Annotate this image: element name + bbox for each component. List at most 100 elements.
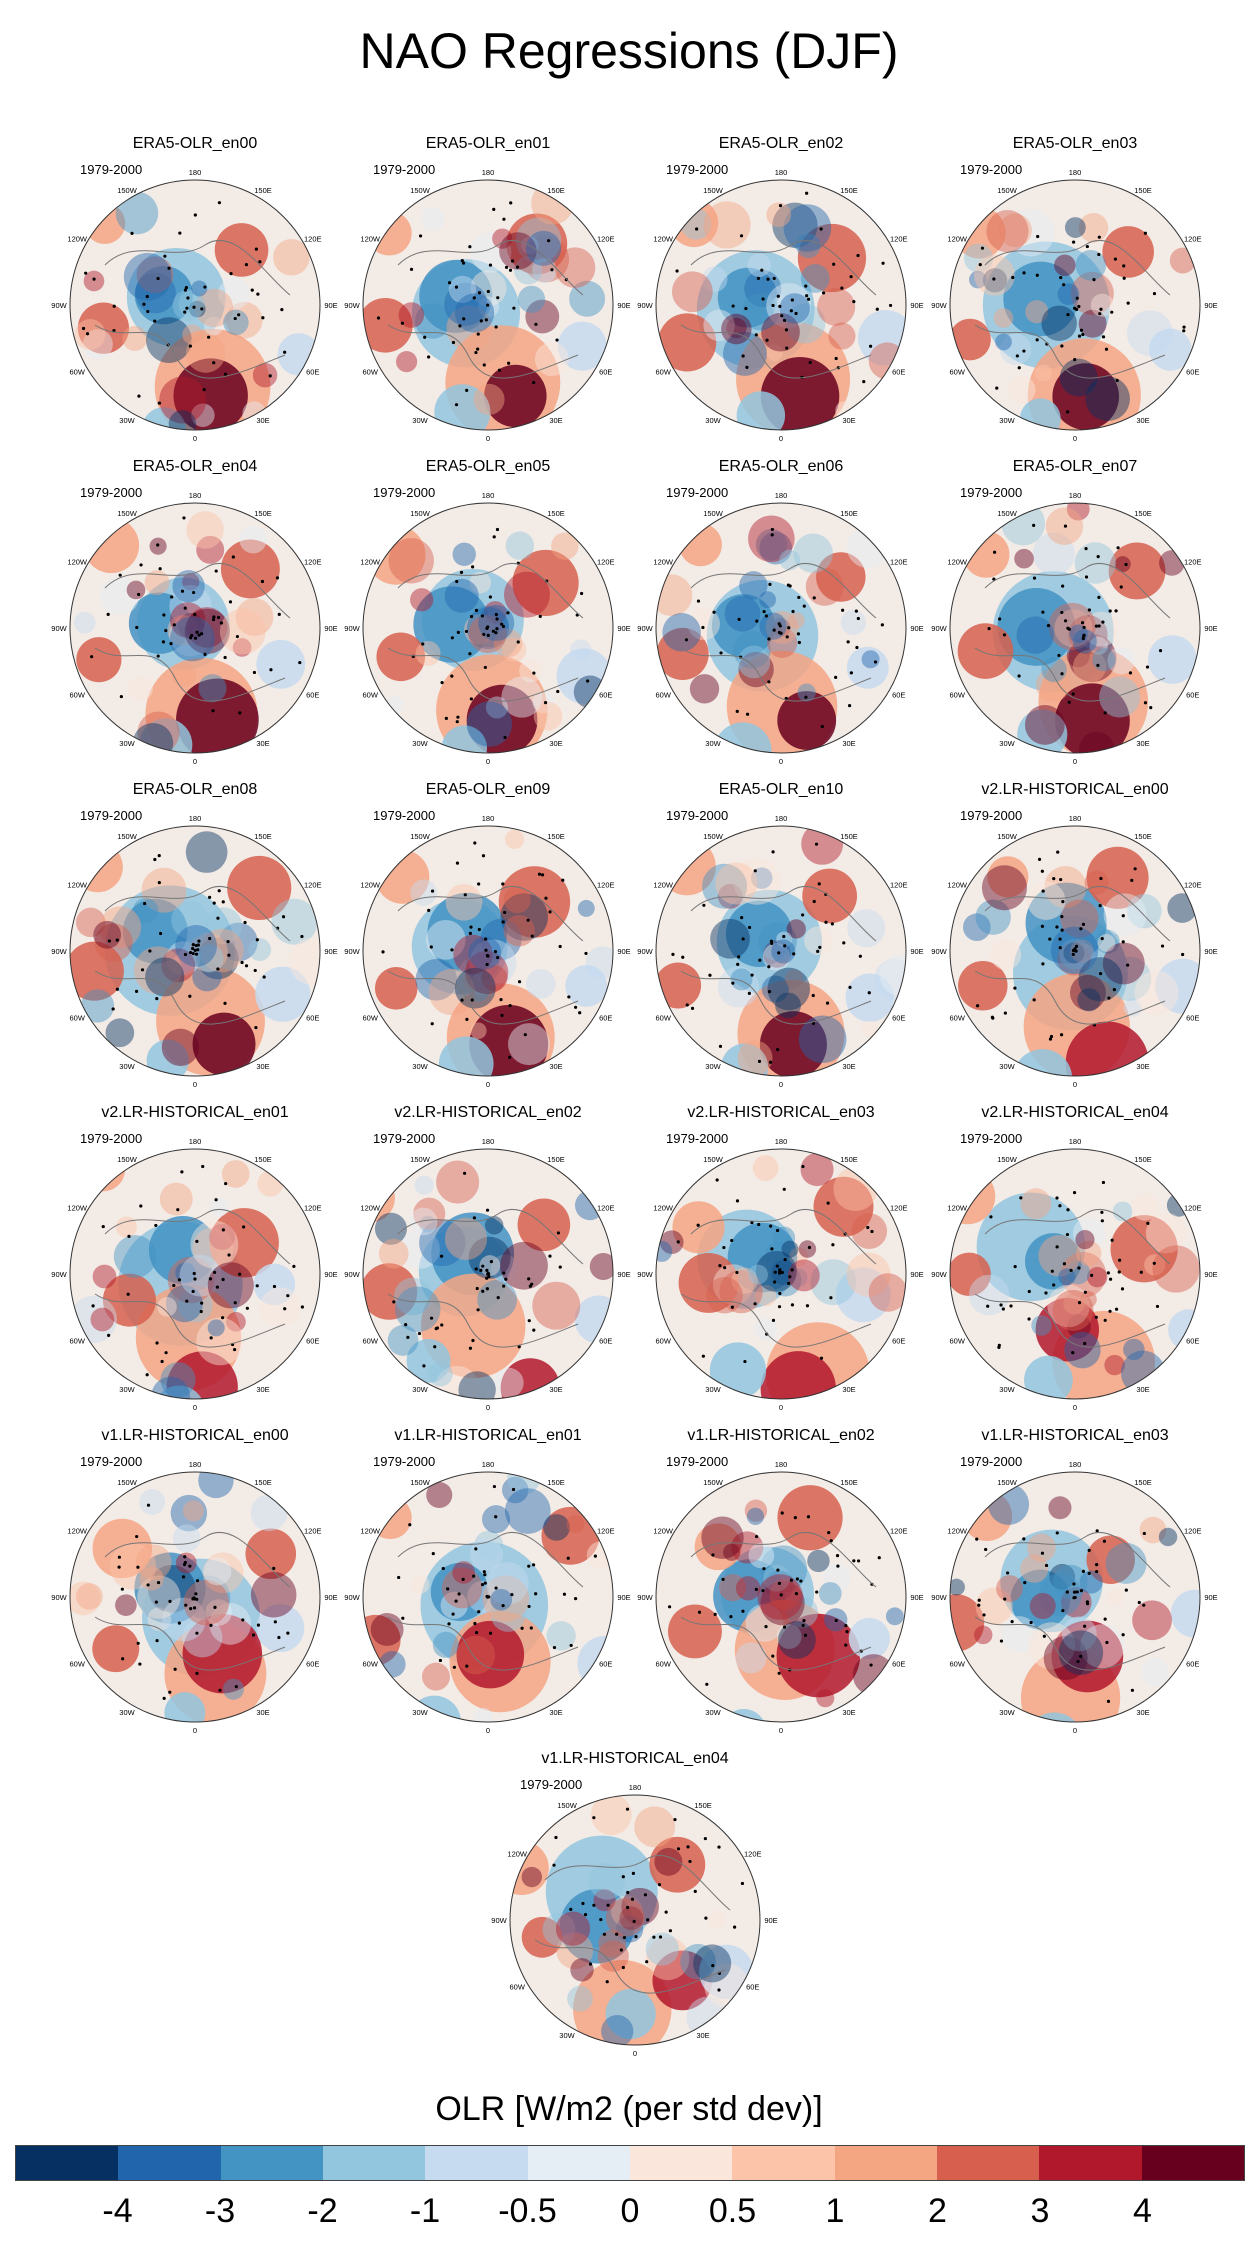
significance-dot bbox=[423, 335, 427, 339]
olr-anomaly-region bbox=[478, 296, 500, 318]
significance-dot bbox=[254, 1025, 258, 1030]
olr-anomaly-region bbox=[490, 1596, 526, 1632]
colorbar-tick-label: -1 bbox=[409, 2192, 441, 2230]
longitude-label: 180 bbox=[482, 491, 495, 500]
olr-anomaly-region bbox=[522, 235, 570, 283]
significance-dot bbox=[480, 1583, 485, 1587]
significance-dot bbox=[195, 1671, 199, 1675]
significance-dot bbox=[202, 387, 206, 392]
olr-anomaly-region bbox=[781, 1240, 799, 1258]
significance-dot bbox=[1049, 1034, 1054, 1039]
olr-anomaly-region bbox=[988, 1483, 1030, 1525]
significance-dot bbox=[190, 633, 194, 638]
significance-dot bbox=[780, 314, 784, 318]
significance-dot bbox=[300, 1305, 304, 1309]
olr-anomaly-region bbox=[465, 951, 509, 995]
panel-title: v1.LR-HISTORICAL_en03 bbox=[981, 1427, 1169, 1444]
olr-anomaly-region bbox=[1048, 1496, 1072, 1520]
significance-dot bbox=[681, 955, 685, 959]
significance-dot bbox=[501, 920, 505, 924]
olr-anomaly-region bbox=[736, 391, 786, 430]
significance-dot bbox=[731, 981, 735, 985]
panel-title: ERA5-OLR_en01 bbox=[425, 135, 551, 152]
olr-anomaly-region bbox=[762, 943, 791, 971]
olr-anomaly-region bbox=[1024, 1355, 1073, 1399]
significance-dot bbox=[381, 950, 385, 954]
olr-anomaly-region bbox=[717, 267, 778, 328]
olr-anomaly-region bbox=[658, 313, 717, 372]
olr-anomaly-region bbox=[94, 923, 133, 962]
significance-dot bbox=[606, 1903, 610, 1907]
olr-anomaly-region bbox=[1107, 956, 1152, 1002]
significance-dot bbox=[170, 595, 174, 599]
olr-anomaly-region bbox=[222, 1678, 245, 1700]
significance-dot bbox=[136, 1641, 140, 1645]
significance-dot bbox=[764, 614, 768, 618]
significance-dot bbox=[779, 631, 783, 635]
significance-dot bbox=[1104, 347, 1109, 351]
olr-anomaly-region bbox=[1010, 1569, 1071, 1630]
olr-anomaly-region bbox=[508, 1023, 550, 1066]
significance-dot bbox=[233, 1347, 237, 1352]
significance-dot bbox=[446, 1587, 450, 1591]
longitude-label: 120W bbox=[947, 1204, 968, 1213]
significance-dot bbox=[461, 261, 466, 265]
significance-dot bbox=[836, 1564, 840, 1568]
significance-dot bbox=[999, 1303, 1003, 1307]
olr-anomaly-region bbox=[127, 675, 153, 701]
significance-dot bbox=[212, 1270, 217, 1274]
significance-dot bbox=[256, 1623, 261, 1627]
longitude-label: 30E bbox=[842, 1708, 855, 1717]
olr-anomaly-region bbox=[766, 202, 792, 228]
significance-dot bbox=[275, 576, 280, 580]
significance-dot bbox=[485, 1287, 489, 1291]
significance-dot bbox=[145, 294, 149, 299]
significance-dot bbox=[167, 266, 171, 270]
olr-anomaly-region bbox=[398, 302, 425, 328]
olr-anomaly-region bbox=[75, 907, 106, 938]
significance-dot bbox=[975, 1537, 979, 1541]
significance-dot bbox=[768, 1060, 773, 1064]
significance-dot bbox=[658, 1935, 663, 1939]
significance-dot bbox=[630, 1897, 635, 1901]
olr-anomaly-region bbox=[656, 1240, 673, 1262]
map-boundary bbox=[362, 1471, 614, 1723]
significance-dot bbox=[244, 964, 249, 968]
map-panel: ERA5-OLR_en03 180 150E 120E 90E 60E 30E 0 30W 60W… bbox=[930, 135, 1220, 443]
significance-dot bbox=[808, 360, 812, 365]
olr-anomaly-region bbox=[586, 1541, 613, 1569]
significance-dot bbox=[741, 354, 745, 358]
olr-anomaly-region bbox=[532, 257, 557, 283]
significance-dot bbox=[1072, 306, 1077, 310]
significance-dot bbox=[735, 1199, 740, 1203]
significance-dot bbox=[203, 285, 207, 289]
panel-period: 1979-2000 bbox=[373, 1454, 436, 1469]
significance-dot bbox=[476, 1308, 480, 1312]
olr-anomaly-region bbox=[1052, 363, 1120, 430]
significance-dot bbox=[1063, 524, 1068, 528]
longitude-label: 120E bbox=[1184, 881, 1202, 890]
significance-dot bbox=[1060, 928, 1064, 932]
longitude-label: 30W bbox=[999, 416, 1015, 425]
longitude-label: 60W bbox=[656, 1014, 672, 1023]
significance-dot bbox=[90, 655, 94, 659]
significance-dot bbox=[740, 1881, 745, 1886]
olr-anomaly-region bbox=[701, 1516, 744, 1559]
olr-anomaly-region bbox=[1127, 893, 1162, 929]
significance-dot bbox=[439, 1254, 444, 1258]
olr-anomaly-region bbox=[1047, 1284, 1090, 1328]
significance-dot bbox=[803, 1633, 808, 1637]
longitude-label: 0 bbox=[1073, 1726, 1077, 1735]
significance-dot bbox=[767, 990, 772, 994]
significance-dot bbox=[1073, 358, 1077, 362]
significance-dot bbox=[548, 1254, 552, 1258]
significance-dot bbox=[455, 720, 459, 724]
olr-anomaly-region bbox=[444, 578, 479, 613]
longitude-label: 0 bbox=[486, 757, 490, 766]
coastline bbox=[94, 647, 286, 702]
significance-dot bbox=[156, 1580, 161, 1585]
significance-dot bbox=[713, 1612, 717, 1616]
olr-anomaly-region bbox=[566, 1515, 585, 1534]
longitude-label: 120W bbox=[67, 881, 88, 890]
